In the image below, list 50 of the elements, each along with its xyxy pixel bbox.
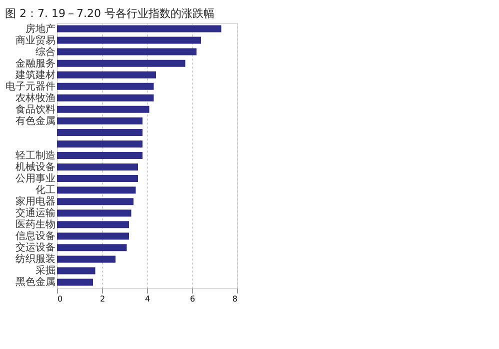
bar <box>57 128 142 136</box>
y-tick-label: 信息设备 <box>16 230 56 242</box>
bar <box>57 210 132 217</box>
bar <box>57 36 201 44</box>
y-tick-label: 食品饮料 <box>16 103 56 116</box>
bar <box>57 267 96 274</box>
y-tick-label: 化工 <box>36 184 56 196</box>
bar <box>57 221 129 228</box>
y-tick-label: 电子元器件 <box>6 80 56 92</box>
bar <box>57 186 136 194</box>
x-tick-label: 2 <box>100 294 106 304</box>
bar <box>57 244 127 252</box>
y-tick-label: 交通运输 <box>16 207 56 220</box>
bar <box>57 94 154 102</box>
bar <box>57 164 138 171</box>
y-tick-label: 纺织服装 <box>16 253 56 266</box>
y-tick-label: 家用电器 <box>16 196 56 208</box>
bar <box>57 60 186 67</box>
y-tick-label: 公用事业 <box>16 172 56 185</box>
bar <box>57 82 154 90</box>
y-tick-label: 采掘 <box>36 264 56 277</box>
x-tick-label: 4 <box>144 294 150 304</box>
bar <box>57 140 142 148</box>
y-tick-label: 交运设备 <box>16 242 56 254</box>
y-tick-label: 农林牧渔 <box>16 92 56 104</box>
y-tick-label: 医药生物 <box>16 218 56 231</box>
bar <box>57 106 150 113</box>
bar <box>57 152 142 159</box>
x-tick-label: 8 <box>232 294 238 304</box>
y-tick-label: 机械设备 <box>16 161 56 174</box>
bar <box>57 117 142 124</box>
bar <box>57 48 196 56</box>
y-tick-label: 黑色金属 <box>16 276 56 288</box>
y-tick-label: 有色金属 <box>16 114 56 127</box>
bar <box>57 232 129 240</box>
y-tick-label: 商业贸易 <box>16 34 56 46</box>
bar <box>57 278 93 286</box>
chart-title: 图 2：7. 19－7.20 号各行业指数的涨跌幅 <box>5 7 214 20</box>
bar <box>57 198 134 206</box>
y-tick-label: 综合 <box>36 46 56 58</box>
y-tick-label: 建筑建材 <box>14 68 56 81</box>
x-tick-label: 0 <box>58 294 63 304</box>
bar <box>57 25 222 32</box>
y-tick-label: 金融服务 <box>16 57 56 70</box>
y-tick-label: 轻工制造 <box>16 150 56 162</box>
bar <box>57 71 156 78</box>
x-tick-label: 6 <box>190 294 196 304</box>
y-tick-label: 房地产 <box>26 22 56 35</box>
bar <box>57 256 116 263</box>
bar <box>57 175 138 182</box>
